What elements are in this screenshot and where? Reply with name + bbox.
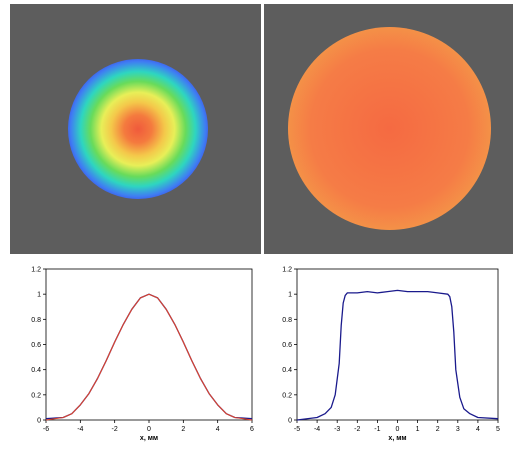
chart-1-xtick-label: -2 [354,426,360,433]
chart-1-xtick-label: -1 [374,426,380,433]
chart-1-xtick-label: 0 [396,426,400,433]
chart-1-ytick-label: 0.2 [282,392,292,399]
chart-1-xtick-label: -4 [314,426,320,433]
chart-1-xtick-label: 1 [416,426,420,433]
chart-0-plot-frame [45,268,253,421]
chart-0-xtick-label: 4 [216,426,220,433]
chart-0-ytick-label: 0.6 [31,342,41,349]
chart-1-ytick-label: 0.8 [282,317,292,324]
chart-1-ytick-label: 0 [288,418,292,425]
chart-1-ytick-label: 0.4 [282,367,292,374]
flattop-beam-spot [288,27,491,230]
chart-1-xtick-label: -5 [294,426,300,433]
chart-0-ytick-label: 1 [37,292,41,299]
chart-1-xtick-label: 4 [476,426,480,433]
chart-gaussian-profile: 0 0.2 0.4 0.6 0.8 1 1.2 -6 -4 -2 0 2 4 6 x, мм [31,267,254,443]
chart-0-xtick-label: -6 [43,426,49,433]
chart-0-ytick-label: 0.8 [31,317,41,324]
beam-image-flattop [264,4,513,254]
chart-1-plot-frame [296,268,499,421]
chart-0-xtick-label: 2 [181,426,185,433]
chart-flattop-profile: 0 0.2 0.4 0.6 0.8 1 1.2 -5 -4 -3 -2 -1 0 1 2 3 4 5 x, мм [282,267,500,443]
chart-0-xtick-label: 6 [250,426,254,433]
chart-1-ytick-label: 1.2 [282,267,292,274]
chart-1-xtick-label: 5 [496,426,500,433]
chart-0-ytick-label: 0.2 [31,392,41,399]
chart-1-ytick-label: 1 [288,292,292,299]
chart-0-xtick-label: -2 [112,426,118,433]
chart-1-xtick-label: 2 [436,426,440,433]
chart-1-ytick-label: 0.6 [282,342,292,349]
chart-0-ytick-label: 0 [37,418,41,425]
gaussian-beam-spot [68,59,208,199]
chart-1-xtick-label: 3 [456,426,460,433]
chart-0-xtick-label: -4 [77,426,83,433]
chart-0-xaxis-title: x, мм [140,435,158,442]
chart-1-xtick-label: -3 [334,426,340,433]
chart-0-ytick-label: 1.2 [31,267,41,274]
chart-1-series-measured [296,289,499,421]
chart-1-xaxis-title: x, мм [388,435,406,442]
chart-0-ytick-label: 0.4 [31,367,41,374]
chart-0-series-fit [45,293,253,421]
beam-image-gaussian [10,4,261,254]
chart-0-series-measured [45,293,253,420]
chart-0-xtick-label: 0 [147,426,151,433]
